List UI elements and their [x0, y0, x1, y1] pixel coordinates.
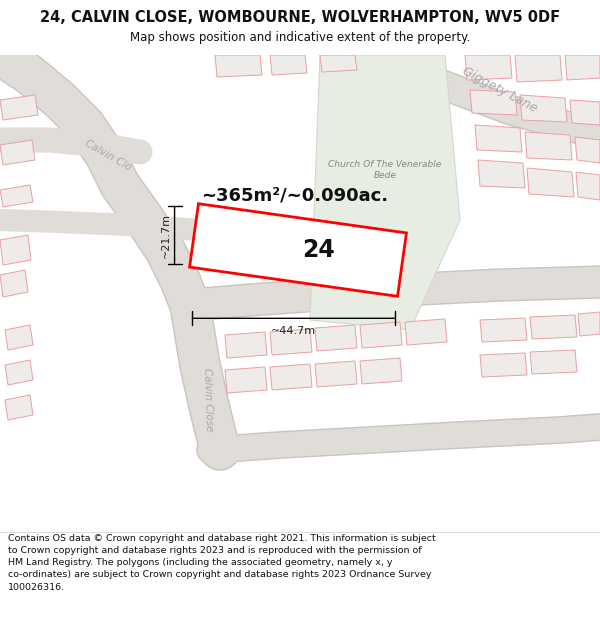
Polygon shape: [520, 95, 567, 122]
Polygon shape: [5, 325, 33, 350]
Text: Calvin Close: Calvin Close: [202, 368, 214, 432]
Polygon shape: [0, 270, 28, 297]
Polygon shape: [270, 329, 312, 355]
Polygon shape: [225, 367, 267, 393]
Polygon shape: [470, 90, 517, 115]
Polygon shape: [270, 364, 312, 390]
Text: ~21.7m: ~21.7m: [161, 213, 170, 258]
Polygon shape: [570, 100, 600, 125]
Polygon shape: [310, 55, 460, 330]
Polygon shape: [0, 95, 38, 120]
Polygon shape: [215, 55, 262, 77]
Polygon shape: [315, 361, 357, 387]
Text: ~44.7m: ~44.7m: [271, 326, 316, 336]
Text: Calvin Clo: Calvin Clo: [83, 138, 133, 172]
Polygon shape: [576, 172, 600, 200]
Polygon shape: [530, 350, 577, 374]
Polygon shape: [0, 140, 35, 165]
Polygon shape: [515, 55, 562, 82]
Polygon shape: [5, 395, 33, 420]
Polygon shape: [530, 315, 577, 339]
Polygon shape: [225, 332, 267, 358]
Polygon shape: [480, 353, 527, 377]
Polygon shape: [575, 137, 600, 163]
Polygon shape: [578, 312, 600, 336]
Polygon shape: [0, 235, 31, 265]
Polygon shape: [525, 132, 572, 160]
Polygon shape: [478, 160, 525, 188]
Text: 24, CALVIN CLOSE, WOMBOURNE, WOLVERHAMPTON, WV5 0DF: 24, CALVIN CLOSE, WOMBOURNE, WOLVERHAMPT…: [40, 11, 560, 26]
Polygon shape: [480, 318, 527, 342]
Polygon shape: [465, 55, 512, 80]
Text: Giggety Lane: Giggety Lane: [460, 65, 540, 115]
Polygon shape: [360, 358, 402, 384]
Polygon shape: [360, 322, 402, 348]
Polygon shape: [320, 55, 357, 72]
Text: Contains OS data © Crown copyright and database right 2021. This information is : Contains OS data © Crown copyright and d…: [8, 534, 436, 592]
Polygon shape: [315, 325, 357, 351]
Text: Map shows position and indicative extent of the property.: Map shows position and indicative extent…: [130, 31, 470, 44]
Polygon shape: [527, 168, 574, 197]
Text: 24: 24: [302, 238, 334, 262]
Polygon shape: [405, 319, 447, 345]
Polygon shape: [0, 185, 33, 207]
Polygon shape: [475, 125, 522, 152]
Polygon shape: [270, 55, 307, 75]
Text: ~365m²/~0.090ac.: ~365m²/~0.090ac.: [202, 186, 389, 204]
Text: Church Of The Venerable
Bede: Church Of The Venerable Bede: [328, 160, 442, 180]
Polygon shape: [190, 204, 406, 296]
Polygon shape: [565, 55, 600, 80]
Polygon shape: [5, 360, 33, 385]
